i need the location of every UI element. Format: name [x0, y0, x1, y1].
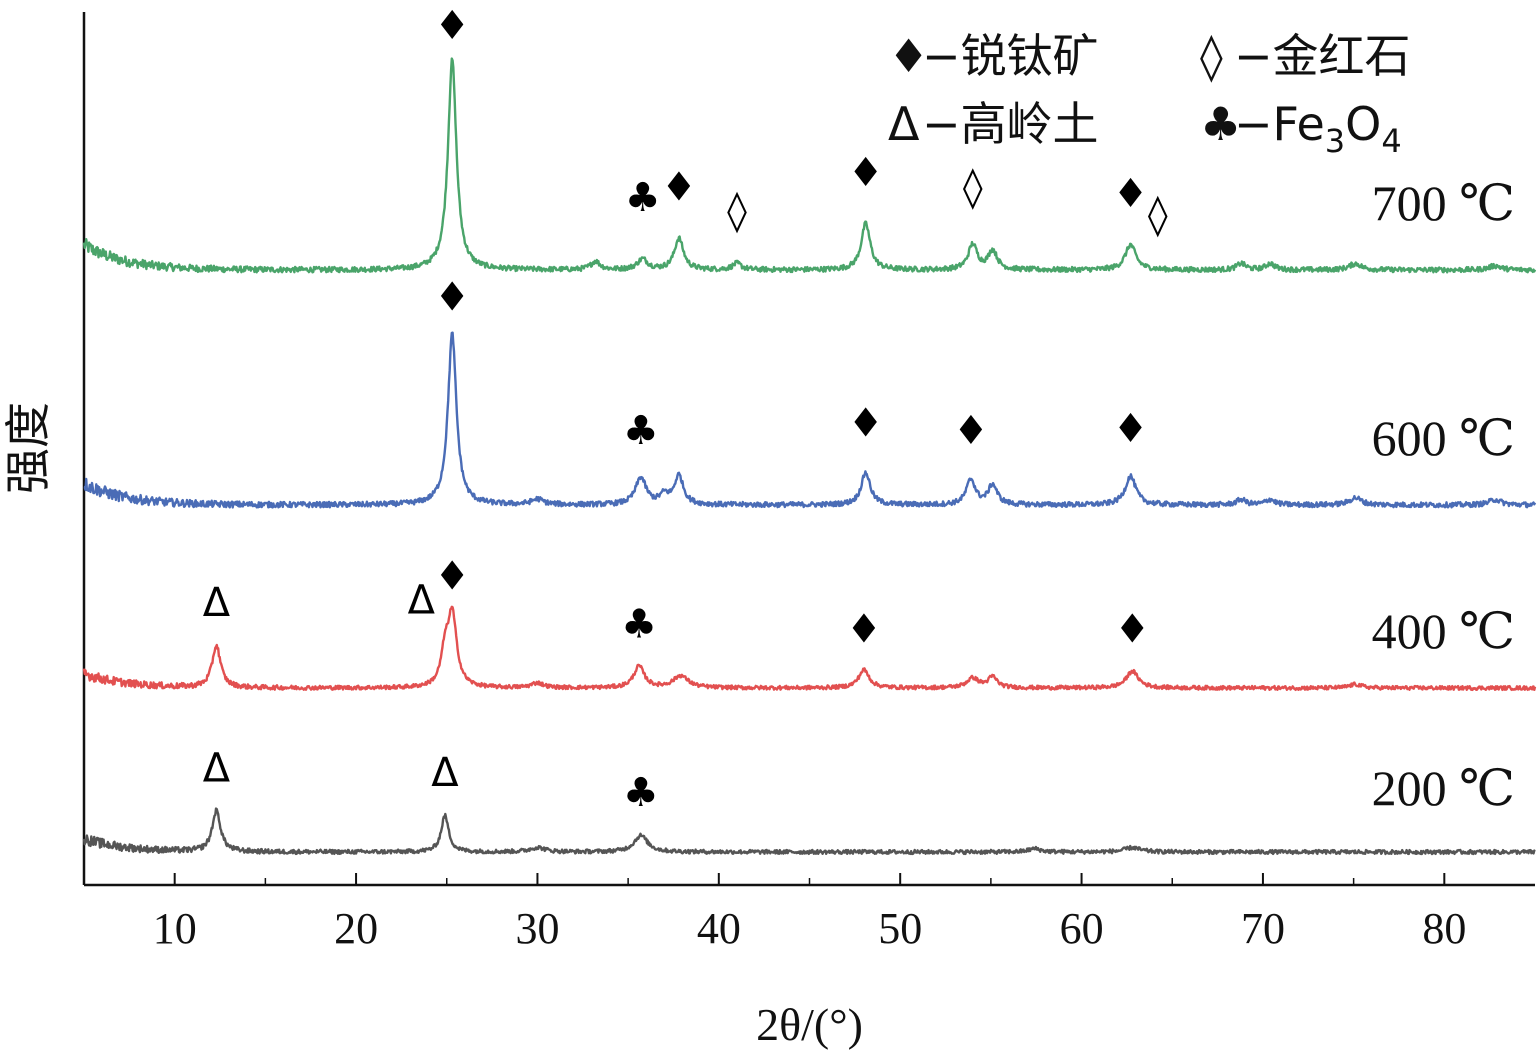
series-label: 600 ℃ — [1372, 410, 1515, 466]
trace-700c — [82, 57, 1537, 274]
legend-label: −Fe3O4 — [1234, 97, 1402, 160]
trace-200c — [82, 807, 1536, 856]
legend-label: −锐钛矿 — [922, 29, 1099, 83]
peak-marker: ♦ — [848, 401, 884, 447]
x-axis-title: 2θ/(°) — [756, 999, 863, 1050]
peak-marker: ♦ — [434, 275, 470, 321]
peak-marker: Δ — [408, 578, 436, 624]
legend-symbol: ♣ — [1200, 97, 1241, 151]
x-tick-label: 30 — [515, 904, 559, 953]
y-axis-title: 强度 — [3, 402, 54, 494]
legend: ♦−锐钛矿 ◊ −金红石 Δ −高岭土 ♣−Fe3O4 — [888, 29, 1411, 160]
peak-marker: ♦ — [661, 165, 697, 211]
peak-marker: Δ — [203, 580, 231, 626]
trace-400c — [82, 605, 1537, 692]
peak-marker: ◊ — [727, 188, 747, 234]
peak-marker: ♦ — [848, 150, 884, 196]
x-tick-label: 50 — [878, 904, 922, 953]
peak-marker: Δ — [431, 750, 459, 796]
peak-marker: ♦ — [846, 606, 882, 652]
x-tick-label: 60 — [1060, 904, 1104, 953]
series-traces — [82, 57, 1537, 856]
peak-marker: ♣ — [623, 770, 659, 816]
series-label: 700 ℃ — [1372, 175, 1515, 231]
peak-marker: ♦ — [953, 408, 989, 454]
x-tick-label: 40 — [697, 904, 741, 953]
peak-marker: ♦ — [434, 3, 470, 49]
x-tick-label: 80 — [1422, 904, 1466, 953]
series-labels: 700 ℃ 600 ℃ 400 ℃ 200 ℃ — [1372, 175, 1515, 816]
peak-marker: ♦ — [1114, 606, 1150, 652]
peak-marker: Δ — [203, 746, 231, 792]
peak-marker: ◊ — [963, 165, 983, 211]
x-tick-label: 20 — [334, 904, 378, 953]
x-tick-label: 70 — [1241, 904, 1285, 953]
legend-label: −高岭土 — [922, 97, 1099, 151]
peak-markers: ♦♣ ♦◊♦ ◊ ♦ ◊♦♣ ♦ ♦ ♦Δ Δ♦♣ ♦ ♦Δ Δ ♣ — [203, 3, 1168, 816]
axes: 10 20 30 40 50 60 70 80 2θ/(°) 强度 — [3, 12, 1535, 1050]
series-label: 200 ℃ — [1372, 760, 1515, 816]
legend-symbol: ◊ — [1200, 29, 1223, 83]
peak-marker: ♦ — [434, 554, 470, 600]
series-label: 400 ℃ — [1372, 603, 1515, 659]
peak-marker: ♣ — [625, 175, 661, 221]
legend-symbol: Δ — [888, 97, 920, 151]
legend-symbol: ♦ — [888, 29, 929, 83]
peak-marker: ♣ — [621, 602, 657, 648]
peak-marker: ♦ — [1113, 171, 1149, 217]
peak-marker: ♦ — [1113, 406, 1149, 452]
x-tick-label: 10 — [153, 904, 197, 953]
peak-marker: ◊ — [1148, 192, 1168, 238]
trace-600c — [83, 331, 1537, 509]
peak-marker: ♣ — [623, 408, 659, 454]
legend-label: −金红石 — [1234, 29, 1411, 83]
